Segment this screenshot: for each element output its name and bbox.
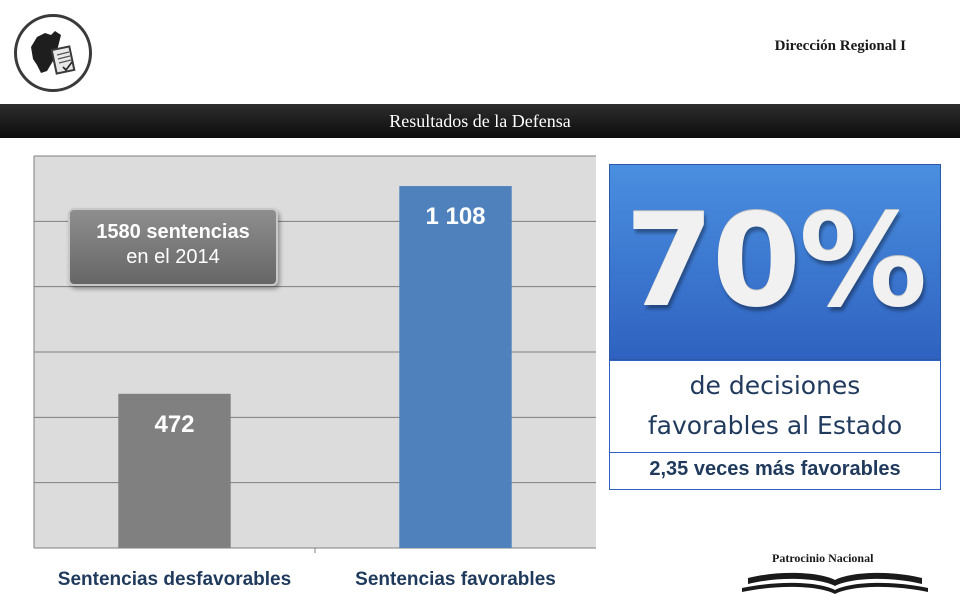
map-document-icon <box>31 31 76 75</box>
region-title: Dirección Regional I <box>774 38 906 54</box>
data-label-2: 1 108 <box>425 203 485 230</box>
callout-line-2: en el 2014 <box>126 246 220 268</box>
data-label-1: 472 <box>154 411 194 438</box>
ratio-text: 2,35 veces más favorables <box>649 458 901 480</box>
bar-2 <box>399 186 512 548</box>
open-book-icon <box>742 572 928 594</box>
description-line-2: favorables al Estado <box>647 411 903 440</box>
logo <box>14 14 92 92</box>
description-divider <box>609 452 941 453</box>
percent-box <box>609 164 941 360</box>
percent-value: 70% <box>624 187 927 336</box>
callout-line-1: 1580 sentencias <box>96 221 250 243</box>
description-box <box>609 360 941 490</box>
category-label-2: Sentencias favorables <box>355 569 556 590</box>
footer-label: Patrocinio Nacional <box>772 551 874 565</box>
category-label-1: Sentencias desfavorables <box>58 569 291 590</box>
page-title: Resultados de la Defensa <box>389 111 571 131</box>
description-text: de decisiones favorables al Estado <box>609 366 941 446</box>
title-band <box>0 104 960 138</box>
bar-chart: 472 Sentencias desfavorables 1 108 Sentenci… <box>33 155 596 590</box>
bar-1 <box>118 393 231 548</box>
total-callout: 1580 sentencias en el 2014 <box>68 208 278 286</box>
description-line-1: de decisiones <box>689 371 861 400</box>
